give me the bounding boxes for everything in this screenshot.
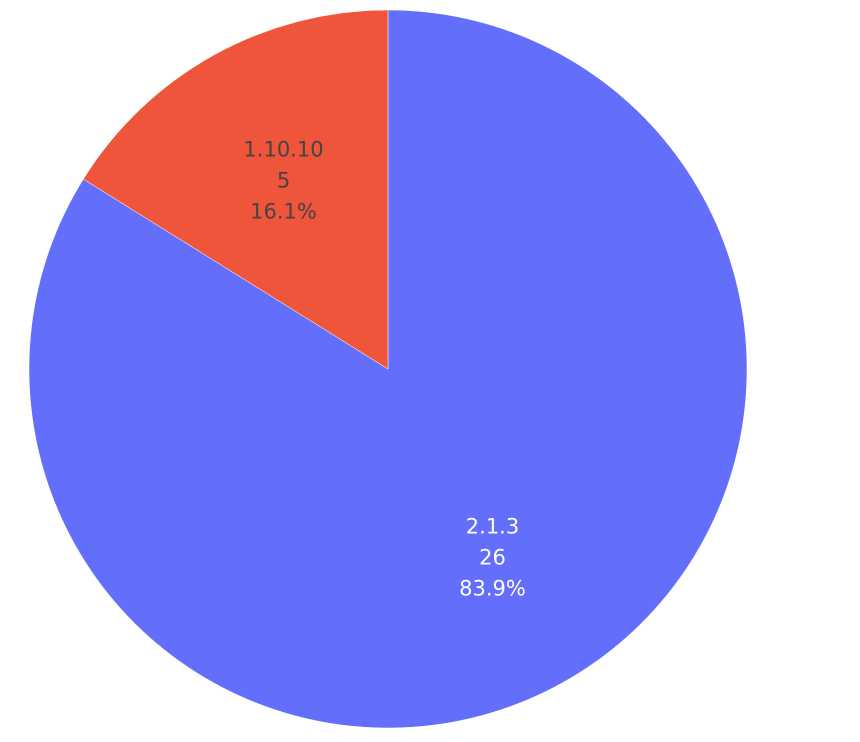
slice-label-percent: 83.9% [459,576,526,600]
slice-label-value: 26 [479,545,506,569]
slice-label-name: 2.1.3 [466,514,519,538]
slice-label-value: 5 [277,169,290,193]
slice-label-2-1-3: 2.1.3 26 83.9% [459,514,526,600]
pie-slice-1-10-10[interactable] [82,9,389,370]
slice-label-1-10-10: 1.10.10 5 16.1% [243,138,323,224]
slice-label-name: 1.10.10 [243,138,323,162]
slice-label-percent: 16.1% [250,200,317,224]
